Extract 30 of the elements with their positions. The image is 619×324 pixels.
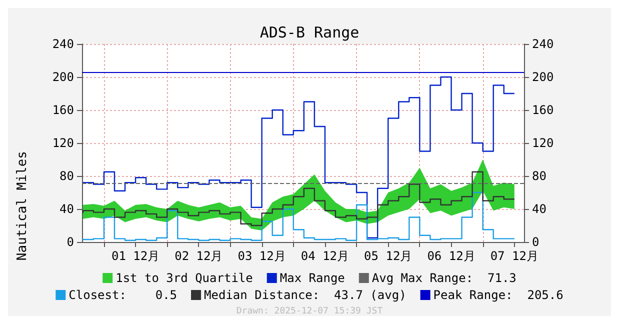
x-tick-label: 07 12月 <box>490 249 538 263</box>
x-tick-label: 04 12月 <box>300 249 350 263</box>
y2-tick-label: 120 <box>532 136 554 150</box>
x-tick-label: 05 12月 <box>364 249 412 263</box>
y-tick-label: 80 <box>60 169 74 183</box>
y2-tick-label: 200 <box>532 70 554 84</box>
legend-label: Max Range <box>280 271 345 285</box>
legend-label: Closest: 0.5 <box>68 288 178 302</box>
x-tick-label: 02 12月 <box>174 249 223 263</box>
text: Drawn: 2025-12-07 15:39 JST <box>236 306 384 316</box>
y-tick-label: 0 <box>66 235 74 249</box>
chart-title: ADS-B Range <box>260 24 360 42</box>
y-tick-label: 120 <box>52 136 74 150</box>
x-tick-label: 03 12月 <box>238 249 286 263</box>
y-tick-label: 240 <box>52 37 74 51</box>
legend-label: Median Distance: 43.7 (avg) <box>204 288 406 302</box>
y2-tick-label: 80 <box>532 169 546 183</box>
legend-label: Avg Max Range: 71.3 <box>372 271 516 285</box>
legend-label: Peak Range: 205.6 <box>433 288 564 302</box>
x-tick-label: 06 12月 <box>427 249 476 263</box>
y2-tick-label: 160 <box>532 103 554 117</box>
y-tick-label: 200 <box>52 70 74 84</box>
y2-tick-label: 40 <box>532 202 546 216</box>
legend-label: 1st to 3rd Quartile <box>116 271 253 285</box>
y-tick-label: 160 <box>52 103 74 117</box>
x-tick-label: 01 12月 <box>111 249 160 263</box>
y2-tick-label: 0 <box>532 235 540 249</box>
y2-tick-label: 240 <box>532 37 554 51</box>
y-axis-title: Nautical Miles <box>15 151 30 261</box>
y-tick-label: 40 <box>60 202 74 216</box>
